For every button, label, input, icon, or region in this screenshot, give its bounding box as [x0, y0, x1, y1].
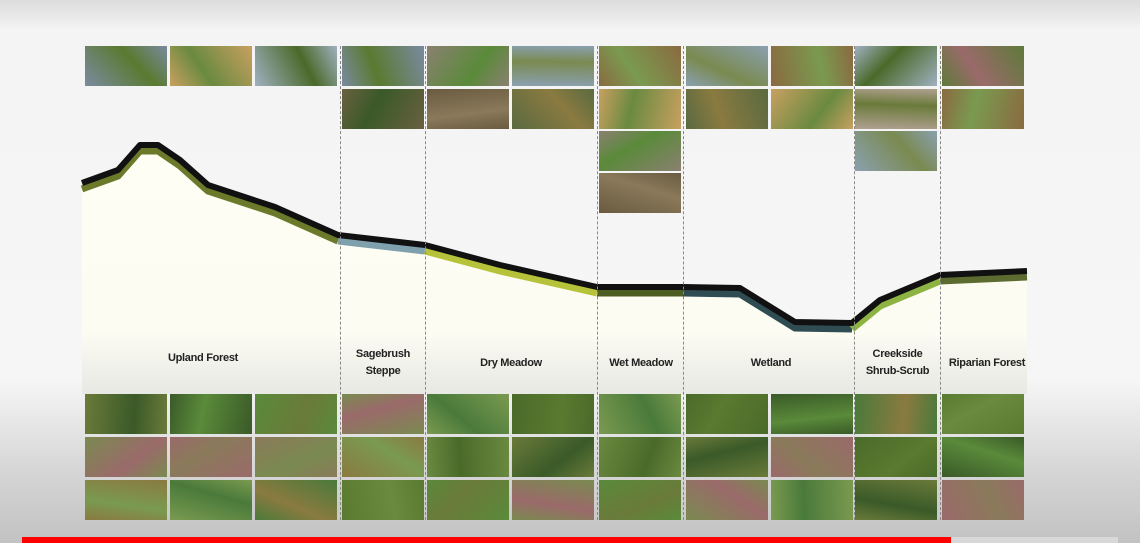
plant-photo [255, 480, 337, 520]
zone-label-wet-meadow: Wet Meadow [609, 357, 673, 369]
zone-divider [854, 46, 855, 520]
video-progress-bar[interactable] [22, 537, 1118, 543]
zone-label-sagebrush-steppe: Sagebrush Steppe [341, 346, 425, 380]
plant-photo [85, 437, 167, 477]
zone-label-creekside-shrub-scrub: Creekside Shrub-Scrub [855, 346, 940, 380]
animal-photo [170, 46, 252, 86]
zone-divider [425, 46, 426, 520]
plant-photo [342, 437, 424, 477]
plant-photo [170, 437, 252, 477]
animal-photo [599, 173, 681, 213]
ground-fill [82, 145, 1027, 394]
zone-divider [597, 46, 598, 520]
animal-photo [255, 46, 337, 86]
animal-photo [771, 89, 853, 129]
plant-photo [342, 480, 424, 520]
animal-photo [686, 89, 768, 129]
zone-label-dry-meadow: Dry Meadow [480, 357, 542, 369]
plant-photo [599, 437, 681, 477]
animal-photo [512, 89, 594, 129]
plant-photo [771, 480, 853, 520]
plant-photo [255, 394, 337, 434]
plant-photo [427, 437, 509, 477]
animal-photo [686, 46, 768, 86]
animal-photo [342, 46, 424, 86]
animal-photo [942, 89, 1024, 129]
zone-label-line: Sagebrush [355, 348, 411, 360]
zone-label-upland-forest: Upland Forest [167, 352, 239, 364]
animal-photo [855, 89, 937, 129]
plant-photo [686, 437, 768, 477]
plant-photo [512, 437, 594, 477]
plant-photo [342, 394, 424, 434]
plant-photo [427, 480, 509, 520]
profile-segment-sagebrush-steppe [337, 237, 426, 255]
profile-segment-wetland [682, 289, 853, 333]
zone-label-line: Shrub-Scrub [865, 365, 930, 377]
plant-photo [855, 437, 937, 477]
plant-photo [942, 480, 1024, 520]
zone-label-wetland: Wetland [750, 357, 792, 369]
animal-photo [855, 131, 937, 171]
plant-photo [85, 480, 167, 520]
animal-photo [342, 89, 424, 129]
animal-photo [427, 89, 509, 129]
profile-segment-dry-meadow [424, 247, 598, 297]
plant-photo [771, 394, 853, 434]
zone-divider [340, 46, 341, 520]
animal-photo [599, 89, 681, 129]
zone-label-line: Creekside [872, 348, 923, 360]
plant-photo [170, 394, 252, 434]
animal-photo [427, 46, 509, 86]
animal-photo [512, 46, 594, 86]
animal-photo [942, 46, 1024, 86]
plant-photo [855, 480, 937, 520]
profile-segment-riparian-forest [939, 273, 1028, 285]
plant-photo [512, 480, 594, 520]
plant-photo [599, 480, 681, 520]
profile-segment-creekside [849, 277, 942, 332]
plant-photo [85, 394, 167, 434]
profile-line [80, 142, 1028, 326]
zone-divider [683, 46, 684, 520]
plant-photo [942, 437, 1024, 477]
animal-photo [855, 46, 937, 86]
video-progress-fill [22, 537, 952, 543]
zone-label-line: Steppe [365, 365, 401, 377]
plant-photo [512, 394, 594, 434]
animal-photo [599, 46, 681, 86]
zone-divider [940, 46, 941, 520]
plant-photo [686, 480, 768, 520]
plant-photo [599, 394, 681, 434]
plant-photo [771, 437, 853, 477]
plant-photo [686, 394, 768, 434]
animal-photo [771, 46, 853, 86]
animal-photo [599, 131, 681, 171]
plant-photo [427, 394, 509, 434]
animal-photo [85, 46, 167, 86]
plant-photo [855, 394, 937, 434]
plant-photo [170, 480, 252, 520]
plant-photo [255, 437, 337, 477]
profile-segment-upland-forest [80, 147, 340, 245]
zone-label-riparian-forest: Riparian Forest [948, 357, 1026, 369]
plant-photo [942, 394, 1024, 434]
